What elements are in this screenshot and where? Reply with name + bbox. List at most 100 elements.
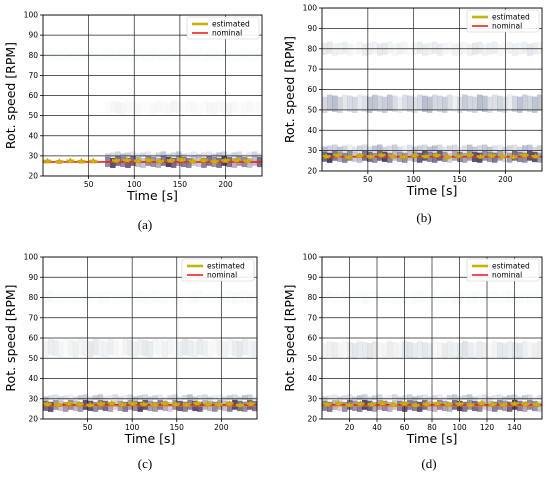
spectral-band-cell	[117, 341, 124, 358]
estimated-point	[222, 157, 229, 163]
spectral-band-cell	[150, 102, 157, 115]
spectral-band-cell	[502, 146, 508, 153]
estimated-point	[533, 401, 540, 407]
spectral-band-cell	[152, 48, 158, 61]
estimated-point	[412, 401, 419, 408]
spectral-band-cell	[221, 101, 227, 114]
spectral-band-cell	[387, 145, 393, 152]
caption-a: (a)	[138, 217, 152, 232]
spectral-band-cell	[342, 41, 348, 54]
estimated-point	[145, 156, 152, 163]
spectral-band-cell	[97, 292, 104, 305]
spectral-band-cell	[362, 150, 368, 161]
spectral-band-cell	[197, 395, 203, 401]
x-tick-label: 150	[452, 175, 467, 184]
spectral-band-cell	[357, 41, 363, 54]
spectral-band-cell	[347, 144, 353, 151]
spectral-band-cell	[105, 102, 111, 115]
y-tick-label: 60	[28, 334, 38, 343]
legend-label: estimated	[207, 262, 245, 271]
spectral-band-cell	[532, 342, 538, 360]
estimated-point	[215, 401, 222, 407]
estimated-point	[324, 400, 331, 407]
spectral-band-cell	[377, 342, 383, 359]
spectral-band-cell	[377, 43, 383, 56]
spectral-band-cell	[197, 48, 203, 61]
estimated-point	[129, 400, 137, 406]
spectral-band-cell	[532, 96, 538, 113]
spectral-band-cell	[77, 290, 84, 303]
spectral-band-cell	[422, 394, 428, 400]
spectral-band-cell	[115, 101, 121, 114]
estimated-point	[500, 401, 507, 407]
spectral-band-cell	[87, 341, 94, 358]
legend-label: estimated	[212, 20, 250, 29]
y-tick-label: 70	[307, 313, 317, 322]
x-tick-label: 200	[214, 423, 229, 432]
spectral-band-cell	[187, 340, 193, 357]
spectral-band-cell	[422, 292, 428, 305]
estimated-point	[233, 156, 240, 163]
spectral-band-cell	[196, 102, 202, 115]
spectral-band-cell	[522, 290, 528, 303]
spectral-band-cell	[387, 290, 393, 303]
spectral-band-cell	[47, 48, 54, 61]
spectral-band-cell	[537, 340, 542, 358]
spectral-band-cell	[537, 145, 542, 152]
estimated-point	[189, 157, 196, 164]
x-tick-label: 20	[345, 423, 355, 432]
spectral-band-cell	[467, 144, 473, 151]
spectral-band-cell	[507, 395, 513, 400]
estimated-point	[323, 152, 330, 159]
spectral-band-cell	[377, 95, 383, 112]
y-tick-label: 40	[28, 374, 38, 383]
spectral-band-cell	[447, 290, 453, 303]
x-tick-label: 100	[125, 423, 140, 432]
spectral-band-cell	[387, 41, 393, 54]
x-tick-label: 50	[363, 175, 373, 184]
estimated-point	[499, 152, 506, 159]
spectral-band-cell	[502, 343, 508, 360]
spectral-band-cell	[522, 145, 528, 152]
spectral-band-cell	[452, 342, 458, 359]
x-tick-label: 100	[452, 423, 467, 432]
y-tick-label: 90	[28, 273, 38, 282]
spectral-band-cell	[337, 146, 343, 153]
x-axis-label: Time [s]	[406, 183, 458, 198]
spectral-band-cell	[452, 43, 458, 56]
estimated-point	[44, 400, 51, 407]
estimated-point	[151, 401, 158, 408]
spectral-band-cell	[382, 146, 388, 153]
estimated-point	[521, 151, 528, 158]
y-tick-label: 50	[28, 111, 38, 120]
spectral-band-cell	[537, 41, 542, 54]
spectral-band-cell	[372, 341, 378, 358]
spectral-band-cell	[110, 100, 116, 113]
x-axis-label: Time [s]	[124, 431, 176, 446]
estimated-point	[65, 399, 72, 406]
panel-d: 20 40 60 80 100 120 1402030405060708090100Time…	[282, 253, 543, 446]
spectral-band-cell	[172, 394, 178, 400]
spectral-band-cell	[322, 96, 328, 113]
spectral-band-cell	[537, 94, 542, 111]
y-tick-label: 90	[307, 273, 317, 282]
spectral-band-cell	[130, 151, 136, 157]
spectral-band-cell	[202, 50, 208, 63]
spectral-band-cell	[387, 341, 393, 358]
spectral-band-cell	[357, 395, 363, 401]
spectral-band-cell	[412, 146, 418, 153]
y-axis-label: Rot. speed [RPM]	[282, 284, 297, 391]
y-axis-label: Rot. speed [RPM]	[3, 42, 18, 149]
spectral-band-cell	[142, 340, 148, 357]
spectral-band-cell	[517, 96, 523, 113]
spectral-band-cell	[246, 152, 253, 158]
spectral-band-cell	[417, 290, 423, 303]
spectral-band-cell	[527, 150, 533, 161]
spectral-band-cell	[92, 290, 99, 303]
spectral-band-cell	[472, 146, 478, 153]
y-tick-label: 30	[307, 146, 317, 155]
